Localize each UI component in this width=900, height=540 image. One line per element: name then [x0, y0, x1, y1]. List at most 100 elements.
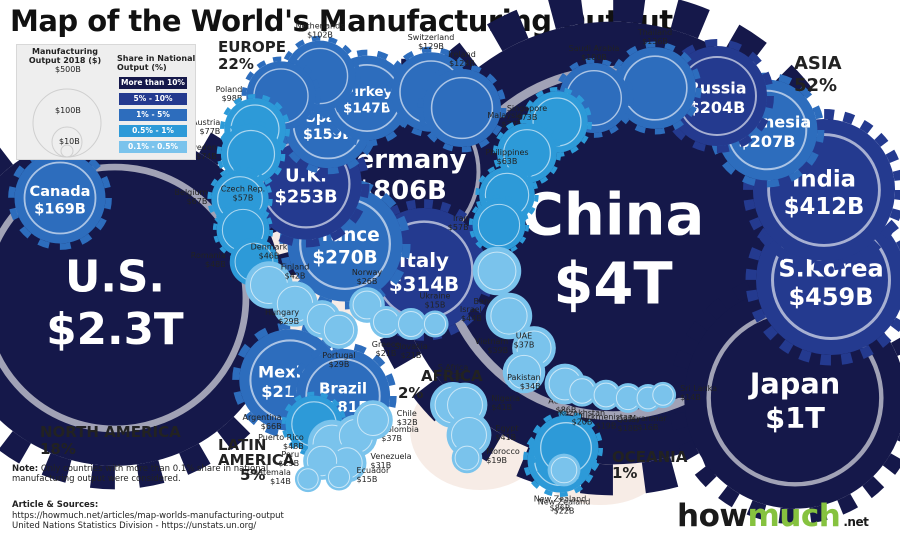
value-turkey: $147B [343, 100, 391, 116]
bubble-ukraine: Ukraine$15B [420, 291, 451, 338]
label-singapore: Singapore [507, 104, 547, 113]
label-netherlands: Netherlands [296, 22, 345, 31]
legend-size-circles [32, 88, 102, 158]
value-chile: $32B [397, 418, 418, 427]
label-india: India [792, 167, 856, 193]
value-new-zealand: $86B [550, 503, 571, 512]
value-sri-lanka: $14B [680, 393, 701, 402]
value-new-zealand: $22B [554, 506, 575, 515]
value-china: $4T [553, 250, 672, 317]
label-nigeria: Nigeria [491, 394, 520, 403]
label-sri-lanka: Sri Lanka [680, 384, 717, 393]
label-myanmar: Myanmar [629, 414, 667, 423]
region-europe-pct: 22% [218, 55, 254, 73]
value-morocco: $19B [486, 456, 507, 465]
value-vietnam: $39B [487, 346, 508, 355]
value-ukraine: $15B [425, 300, 446, 309]
value-russia: $204B [689, 98, 746, 117]
bubble-greece: Greece$21B [369, 305, 403, 358]
value-poland: $98B [222, 94, 243, 103]
label-s-africa: S.Africa [438, 363, 469, 372]
value-uae: $37B [514, 341, 535, 350]
bubble-uae: UAE$37B [502, 332, 546, 394]
label-chile: Chile [397, 409, 417, 418]
value-turkmenistan: $19B [596, 421, 617, 430]
footnote-label: Note: [12, 464, 39, 474]
region-asia-pct: 52% [794, 75, 838, 96]
value-sweden: $74B [196, 152, 217, 161]
label-japan: Japan [748, 367, 841, 401]
value-netherlands: $102B [307, 31, 333, 40]
value-iran: $57B [448, 223, 469, 232]
value-venezuela: $31B [370, 461, 391, 470]
value-argentina: $66B [261, 422, 282, 431]
label-russia: Russia [688, 79, 747, 98]
label-belgium: Belgium [175, 188, 208, 197]
value-s-africa: $43B [443, 372, 464, 381]
bubble-sri-lanka: Sri Lanka$14B [649, 381, 717, 409]
legend-size-title: Manufacturing Output 2018 ($) [28, 47, 102, 65]
value-peru: $29B [278, 459, 299, 468]
value-puerto-rico: $48B [283, 442, 304, 451]
value-canada: $169B [34, 200, 86, 217]
label-qatar: Qatar [617, 415, 640, 424]
legend-bin-4: 0.1% - 0.5% [119, 141, 187, 153]
legend-size-500b: $500B [55, 65, 81, 74]
value-colombia: $37B [381, 434, 402, 443]
value-norway: $26B [357, 277, 378, 286]
label-switzerland: Switzerland [408, 33, 455, 42]
legend-circle-large [32, 88, 102, 158]
value-s-korea: $459B [788, 283, 873, 311]
value-ireland: $124B [449, 59, 475, 68]
value-india: $412B [784, 194, 865, 220]
legend-bin-1: 5% - 10% [119, 93, 187, 105]
sources: Article & Sources: https://howmuch.net/a… [12, 500, 352, 532]
howmuch-logo: howmuch .net [677, 498, 869, 534]
legend-bin-0: More than 10% [119, 77, 187, 89]
region-africa-pct: 2% [398, 384, 424, 402]
label-thailand: Thailand [637, 28, 672, 37]
legend-size-10b: $10B [59, 137, 80, 146]
value-japan: $1T [765, 401, 825, 435]
value-indonesia: $207B [738, 132, 795, 151]
value-kazakhstan: $20B [572, 418, 593, 427]
source-line-2: United Nations Statistics Division - htt… [12, 521, 257, 531]
legend-circle-small [60, 144, 74, 158]
label-new-zealand: New Zealand [534, 494, 587, 503]
footnote-text: Only countries with more than 0.1% share… [12, 464, 269, 484]
legend: Manufacturing Output 2018 ($) $500B $100… [16, 44, 196, 160]
label-u-s-: U.S. [65, 251, 165, 302]
region-oceania-pct: 1% [612, 464, 638, 482]
label-uae: UAE [516, 332, 532, 341]
region-africa-name: AFRICA [421, 367, 483, 385]
value-nigeria: $41B [491, 403, 512, 412]
value-myanmar: $16B [638, 423, 659, 432]
sources-label: Article & Sources: [12, 500, 99, 510]
region-latin-america-pct: 5% [240, 466, 266, 484]
value-israel: $44B [461, 314, 482, 323]
value-hungary: $29B [278, 317, 299, 326]
value-slovakia: $21B [401, 351, 422, 360]
label-peru: Peru [281, 450, 299, 459]
value-singapore: $73B [517, 113, 538, 122]
value-australia: $86B [556, 406, 577, 415]
value-switzerland: $129B [418, 42, 444, 51]
value-austria: $77B [200, 127, 221, 136]
value-pakistan: $34B [520, 382, 541, 391]
label-kazakhstan: Kazakhstan [559, 409, 605, 418]
label-sweden: Sweden [185, 143, 217, 152]
label-greece: Greece [372, 340, 401, 349]
bubble-slovakia: Slovakia$21B [394, 307, 428, 360]
bubble-thailand: Thailand$136B [608, 28, 702, 135]
footnote: Note: Only countries with more than 0.1%… [12, 464, 312, 484]
value-belgium: $67B [187, 197, 208, 206]
label-austria: Austria [192, 118, 220, 127]
label-ukraine: Ukraine [420, 291, 451, 300]
value-italy: $314B [389, 273, 459, 296]
value-thailand: $136B [642, 37, 668, 46]
label-canada: Canada [30, 183, 91, 200]
label-finland: Finland [281, 262, 310, 271]
label-denmark: Denmark [251, 242, 288, 251]
legend-bin-2: 1% - 5% [119, 109, 187, 121]
region-north-america-name: NORTH AMERICA [40, 423, 181, 441]
